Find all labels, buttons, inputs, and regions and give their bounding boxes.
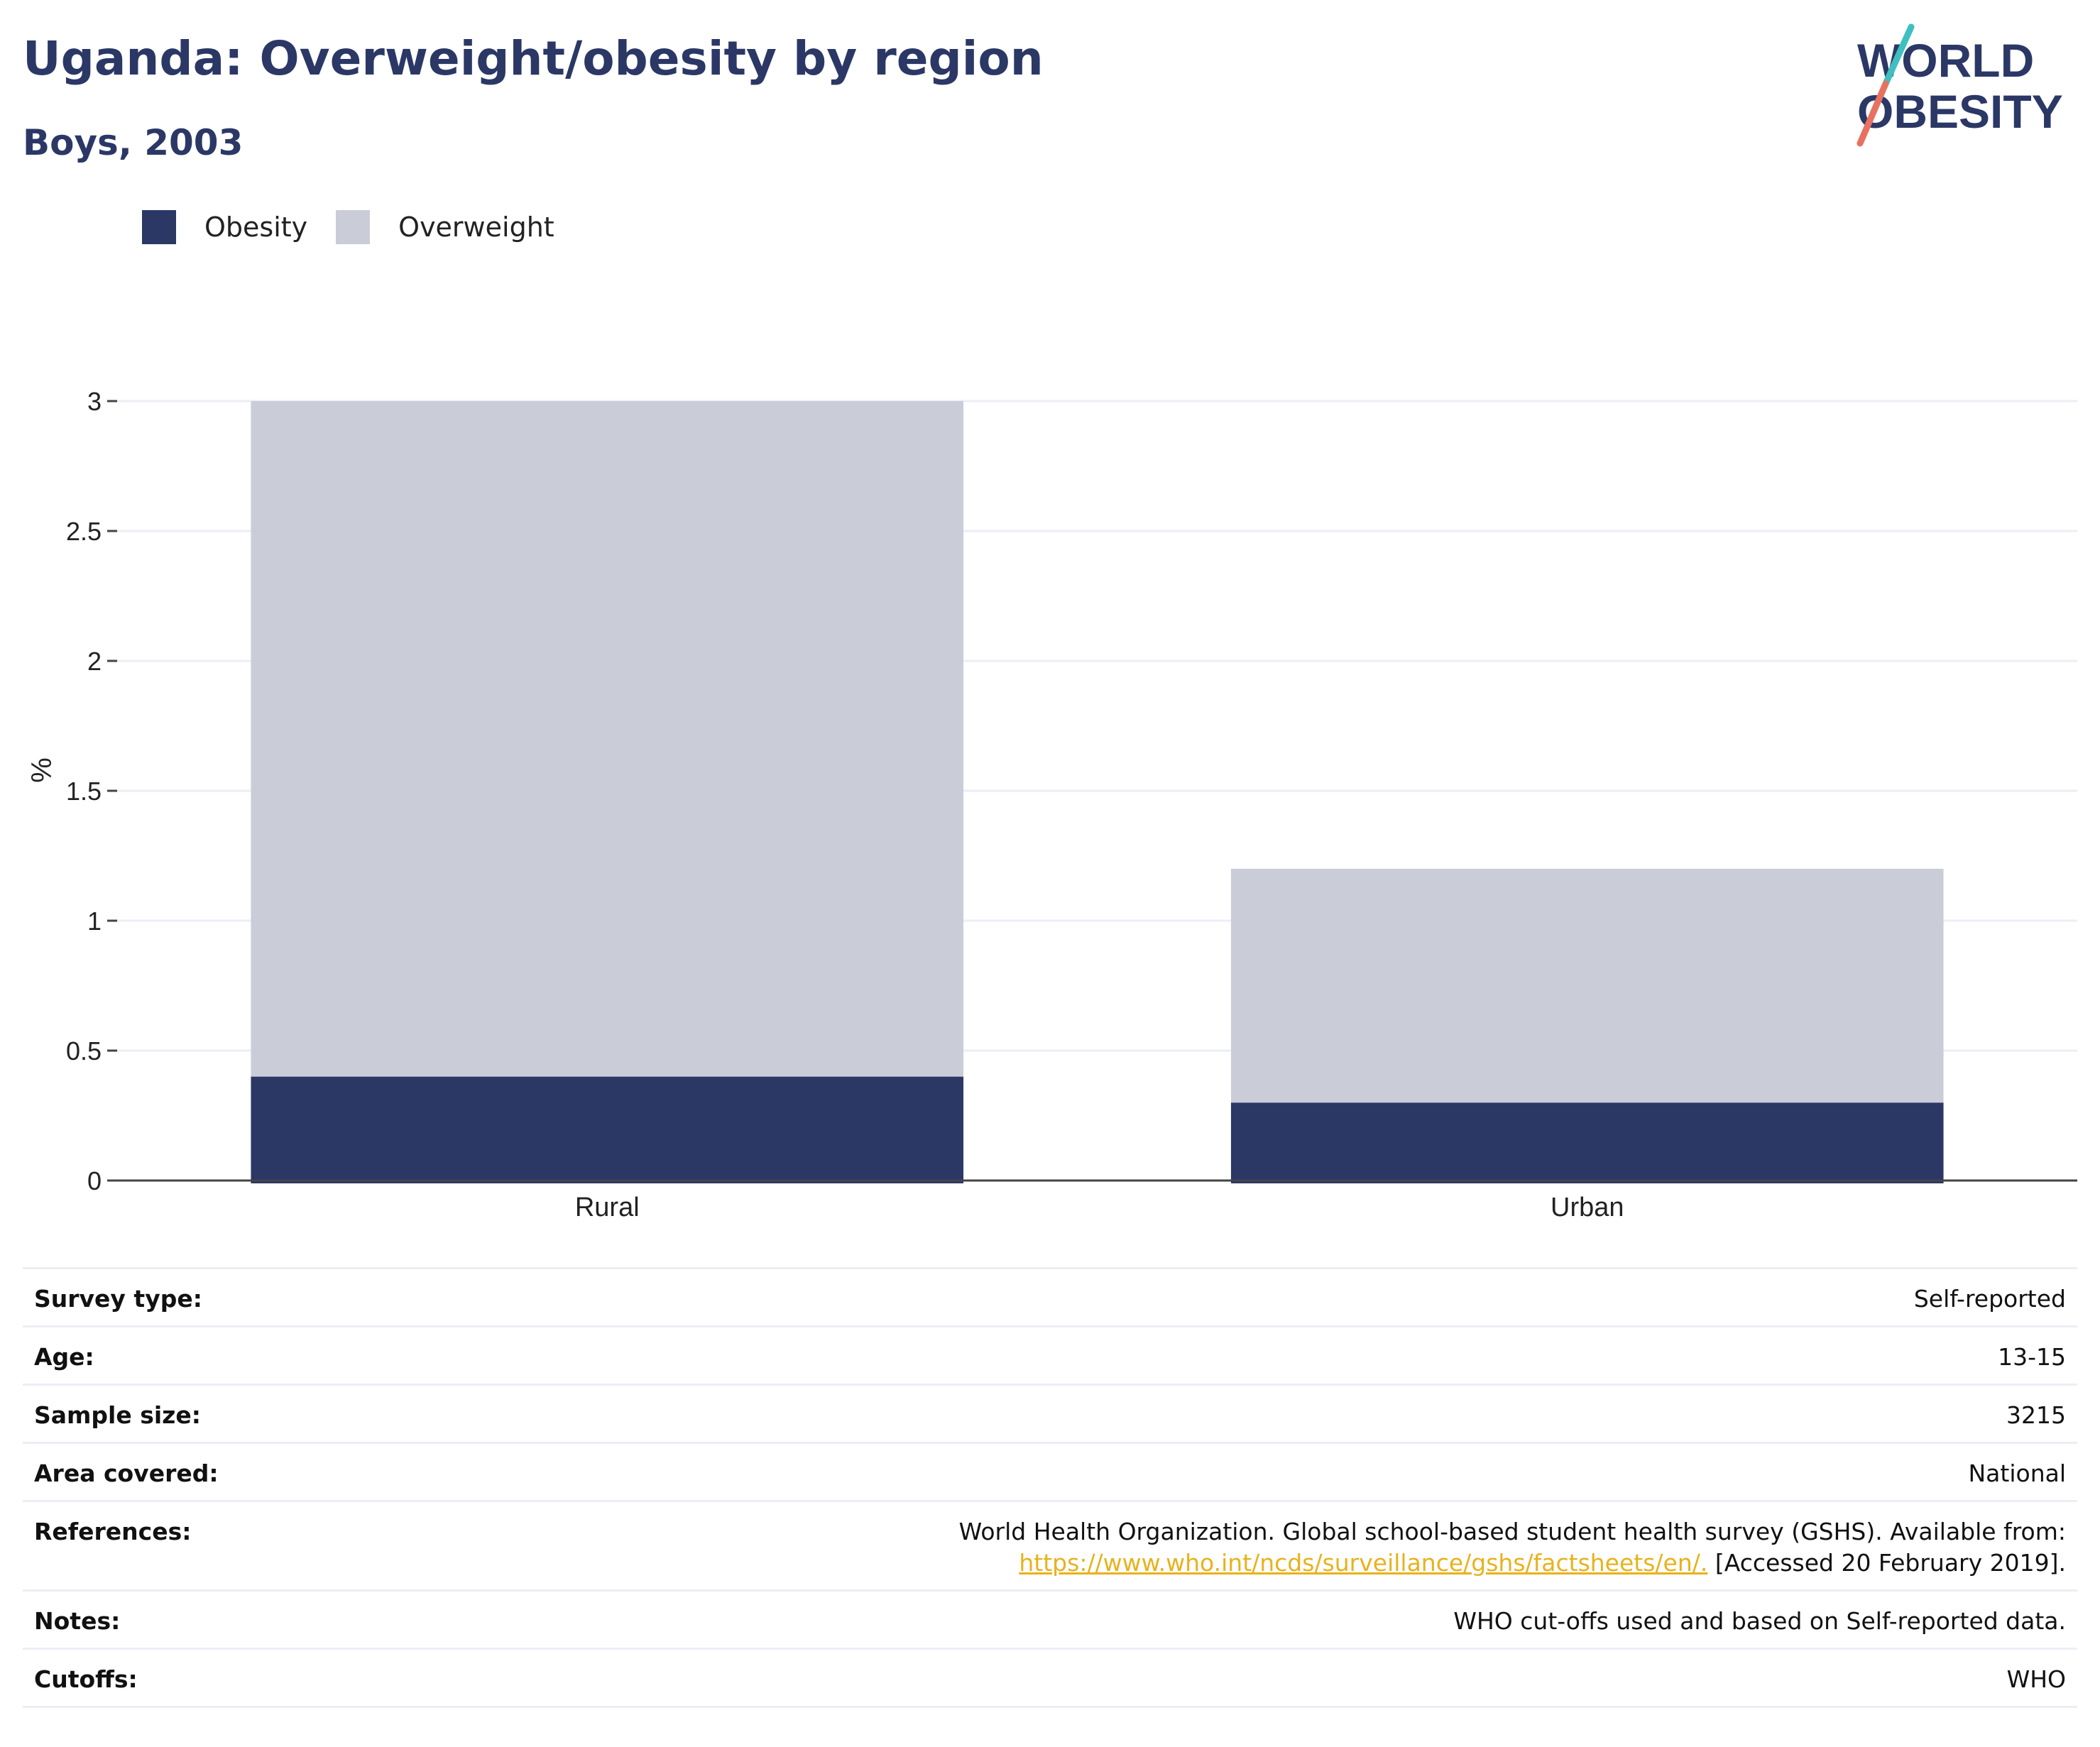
y-tick-label: 3 (87, 387, 102, 416)
legend-swatch-overweight (336, 210, 371, 244)
y-tick-label: 0.5 (66, 1036, 102, 1066)
info-value: Self-reported (341, 1267, 2077, 1327)
info-value: 13-15 (341, 1325, 2077, 1385)
logo-line2: OBESITY (1857, 85, 2063, 138)
axes: 0 0.5 1 1.5 2 2.5 3 Rural Urban (66, 387, 2077, 1222)
bar-obesity-urban (1230, 1102, 1944, 1183)
y-tick-label: 0 (87, 1166, 102, 1195)
info-label: Age: (23, 1325, 341, 1385)
legend-label-obesity: Obesity (204, 212, 308, 243)
page-subtitle: Boys, 2003 (23, 122, 244, 163)
legend-label-overweight: Overweight (398, 212, 554, 243)
bar-obesity-rural (251, 1076, 964, 1183)
info-label: References: (23, 1500, 341, 1591)
info-row-sample-size: Sample size: 3215 (23, 1384, 2077, 1443)
bar-chart: 0 0.5 1 1.5 2 2.5 3 Rural Urban % (26, 387, 2077, 1222)
reference-link[interactable]: https://www.who.int/ncds/surveillance/gs… (1019, 1549, 1708, 1577)
y-tick-label: 2.5 (66, 517, 102, 546)
info-row-cutoffs: Cutoffs: WHO (23, 1648, 2077, 1708)
legend-swatch-obesity (142, 210, 176, 244)
y-axis-label: % (26, 757, 58, 783)
logo-slash-coral (1856, 80, 1889, 147)
info-value: WHO (341, 1648, 2077, 1708)
x-tick-label: Urban (1551, 1193, 1624, 1222)
info-value: 3215 (341, 1384, 2077, 1443)
reference-text: World Health Organization. Global school… (958, 1518, 2066, 1545)
info-value: World Health Organization. Global school… (341, 1500, 2077, 1591)
info-label: Sample size: (23, 1384, 341, 1443)
info-label: Survey type: (23, 1267, 341, 1327)
survey-info-table: Survey type: Self-reported Age: 13-15 Sa… (23, 1267, 2077, 1708)
info-label: Area covered: (23, 1442, 341, 1501)
legend-item-overweight[interactable]: Overweight (336, 210, 554, 244)
y-tick-label: 2 (87, 647, 102, 676)
legend-item-obesity[interactable]: Obesity (142, 210, 307, 244)
reference-accessed: [Accessed 20 February 2019]. (1707, 1549, 2066, 1577)
info-value: WHO cut-offs used and based on Self-repo… (341, 1589, 2077, 1649)
bar-overweight-urban (1230, 868, 1944, 1103)
info-row-references: References: World Health Organization. G… (23, 1500, 2077, 1591)
info-row-notes: Notes: WHO cut-offs used and based on Se… (23, 1589, 2077, 1649)
world-obesity-logo: WORLD OBESITY (1856, 23, 2063, 147)
bars (251, 401, 1944, 1183)
info-label: Notes: (23, 1589, 341, 1649)
page-title: Uganda: Overweight/obesity by region (23, 31, 1044, 86)
info-value: National (341, 1442, 2077, 1501)
y-tick-label: 1.5 (66, 777, 102, 806)
logo-slash-teal (1882, 23, 1915, 87)
info-row-area-covered: Area covered: National (23, 1442, 2077, 1501)
info-row-survey-type: Survey type: Self-reported (23, 1267, 2077, 1327)
logo-line1: WORLD (1857, 34, 2034, 87)
info-row-age: Age: 13-15 (23, 1325, 2077, 1385)
y-tick-label: 1 (87, 907, 102, 936)
info-label: Cutoffs: (23, 1648, 341, 1708)
bar-overweight-rural (251, 401, 964, 1077)
x-tick-label: Rural (575, 1193, 640, 1222)
chart-legend: Obesity Overweight (142, 210, 583, 244)
